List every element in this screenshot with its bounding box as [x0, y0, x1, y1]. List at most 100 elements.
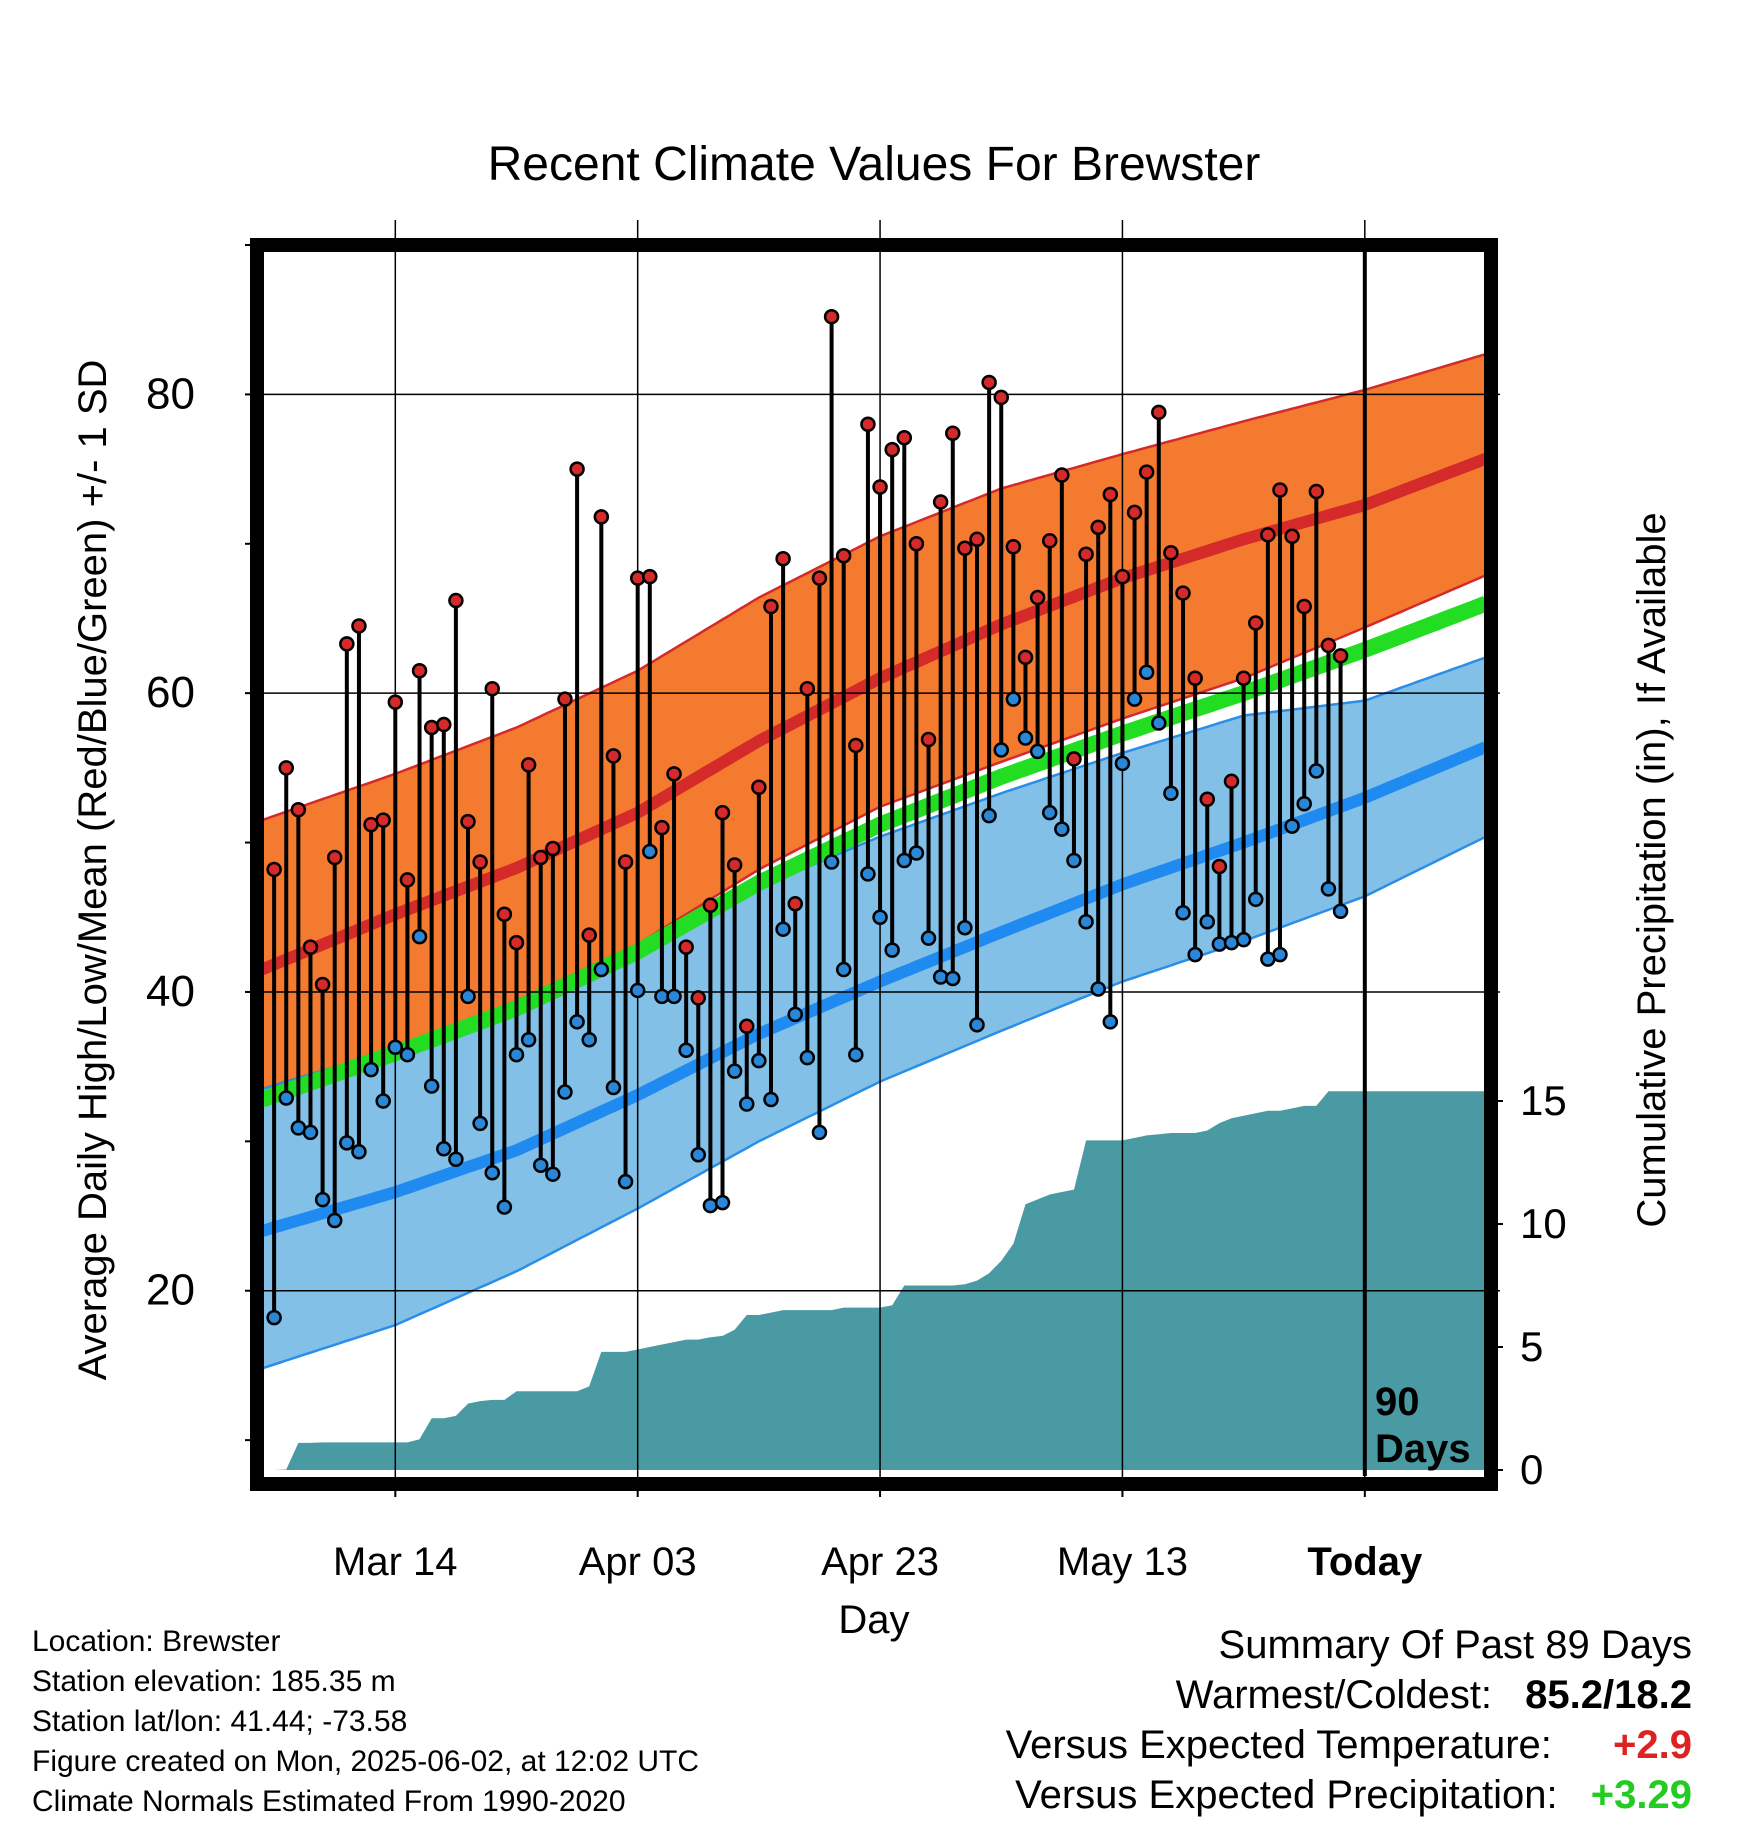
y-right-tick-label: 15	[1520, 1077, 1567, 1124]
high-temp-point	[678, 939, 694, 955]
low-temp-point	[969, 1017, 985, 1033]
high-temp-point	[1272, 482, 1288, 498]
low-temp-point	[1029, 743, 1046, 760]
figure-created: Figure created on Mon, 2025-06-02, at 12…	[32, 1745, 700, 1778]
low-temp-point	[617, 1173, 634, 1190]
low-temp-point	[799, 1049, 816, 1066]
low-temp-point	[557, 1084, 573, 1100]
high-temp-point	[557, 691, 573, 707]
y-right-tick-label: 5	[1520, 1323, 1543, 1370]
station-elevation: Station elevation: 185.35 m	[32, 1665, 396, 1698]
normal-mean-line	[262, 596, 1486, 1108]
low-temp-point	[423, 1078, 440, 1094]
daily-marks-layer	[266, 308, 1349, 1326]
high-temp-point	[896, 429, 913, 446]
summary-warm-cold: Warmest/Coldest: 85.2/18.2	[1006, 1670, 1692, 1720]
high-temp-point	[387, 694, 404, 710]
high-temp-point	[581, 927, 597, 943]
low-temp-point	[593, 961, 610, 978]
low-temp-point	[860, 866, 876, 882]
high-temp-point	[302, 939, 319, 955]
low-temp-point	[775, 921, 791, 937]
low-temp-point	[1017, 730, 1034, 746]
low-temp-point	[508, 1046, 525, 1063]
high-temp-point	[436, 716, 452, 733]
low-temp-point	[957, 919, 973, 936]
low-temp-point	[811, 1124, 828, 1141]
high-temp-point	[811, 570, 828, 586]
normal-bands-layer	[262, 352, 1486, 1370]
low-temp-point	[848, 1046, 864, 1063]
high-temp-point	[593, 509, 610, 525]
low-lower-line	[262, 835, 1486, 1370]
plot-frame	[250, 238, 1498, 1491]
high-temp-point	[835, 547, 852, 564]
low-temp-point	[1102, 1014, 1119, 1030]
summary-heading: Summary Of Past 89 Days	[1218, 1623, 1692, 1667]
high-sd-band	[262, 354, 1486, 1090]
y-tick-label: 20	[146, 1266, 195, 1315]
low-temp-point	[1284, 818, 1300, 834]
high-temp-point	[945, 425, 961, 441]
low-temp-point	[363, 1061, 379, 1078]
low-temp-point	[920, 930, 937, 946]
high-temp-point	[290, 801, 307, 818]
low-temp-point	[1114, 755, 1131, 772]
high-temp-point	[823, 308, 840, 325]
high-temp-point	[799, 680, 816, 697]
low-temp-point	[605, 1079, 622, 1096]
low-temp-point	[884, 942, 900, 958]
low-temp-point	[387, 1039, 404, 1055]
x-tick-label: Today	[1307, 1540, 1423, 1584]
warm-cold-value: 85.2/18.2	[1525, 1673, 1692, 1717]
low-temp-point	[1272, 946, 1288, 963]
precip-value: +3.29	[1590, 1773, 1692, 1817]
low-temp-point	[375, 1093, 391, 1109]
high-temp-point	[1332, 648, 1349, 664]
low-temp-point	[1199, 913, 1216, 930]
high-temp-point	[1017, 649, 1034, 666]
high-temp-point	[1187, 670, 1203, 686]
axis-layer: 20 40 60 80 Mar 14 Apr 03 Apr 23 May 13 Today 0 5 1…	[146, 244, 1567, 1584]
low-temp-point	[872, 909, 888, 926]
x-tick-label: Apr 03	[579, 1540, 697, 1584]
normal-low-line	[262, 741, 1486, 1237]
high-temp-point	[1175, 585, 1191, 601]
low-temp-point	[569, 1014, 585, 1030]
high-temp-point	[1235, 670, 1252, 686]
low-temp-point	[629, 982, 646, 999]
high-temp-point	[448, 592, 464, 609]
x-tick-label: Apr 23	[821, 1540, 939, 1584]
high-temp-point	[763, 598, 779, 615]
high-temp-point	[1078, 546, 1094, 562]
low-temp-point	[460, 988, 476, 1005]
high-temp-point	[981, 374, 997, 391]
y-right-tick-label: 10	[1520, 1200, 1567, 1247]
high-temp-point	[1126, 504, 1143, 521]
high-temp-point	[726, 857, 743, 873]
high-temp-point	[1163, 544, 1179, 561]
low-temp-point	[302, 1124, 319, 1141]
y-tick-label: 40	[146, 967, 195, 1016]
low-temp-point	[690, 1147, 707, 1163]
high-temp-point	[993, 389, 1009, 406]
low-temp-point	[1054, 821, 1070, 837]
low-temp-point	[532, 1157, 549, 1173]
low-temp-point	[787, 1006, 803, 1023]
y-tick-label: 60	[146, 668, 195, 717]
high-temp-point	[326, 849, 343, 866]
low-temp-point	[726, 1063, 743, 1079]
low-temp-point	[678, 1042, 694, 1058]
high-temp-point	[920, 731, 937, 748]
high-temp-point	[1223, 773, 1240, 790]
low-temp-point	[1041, 804, 1058, 821]
low-temp-point	[1163, 785, 1179, 802]
high-temp-point	[496, 906, 513, 923]
low-temp-point	[1175, 905, 1191, 921]
high-temp-point	[617, 854, 634, 870]
high-temp-point	[848, 737, 864, 754]
high-temp-point	[532, 849, 549, 866]
high-temp-point	[411, 663, 428, 679]
low-temp-point	[835, 961, 852, 978]
high-temp-point	[714, 804, 731, 821]
